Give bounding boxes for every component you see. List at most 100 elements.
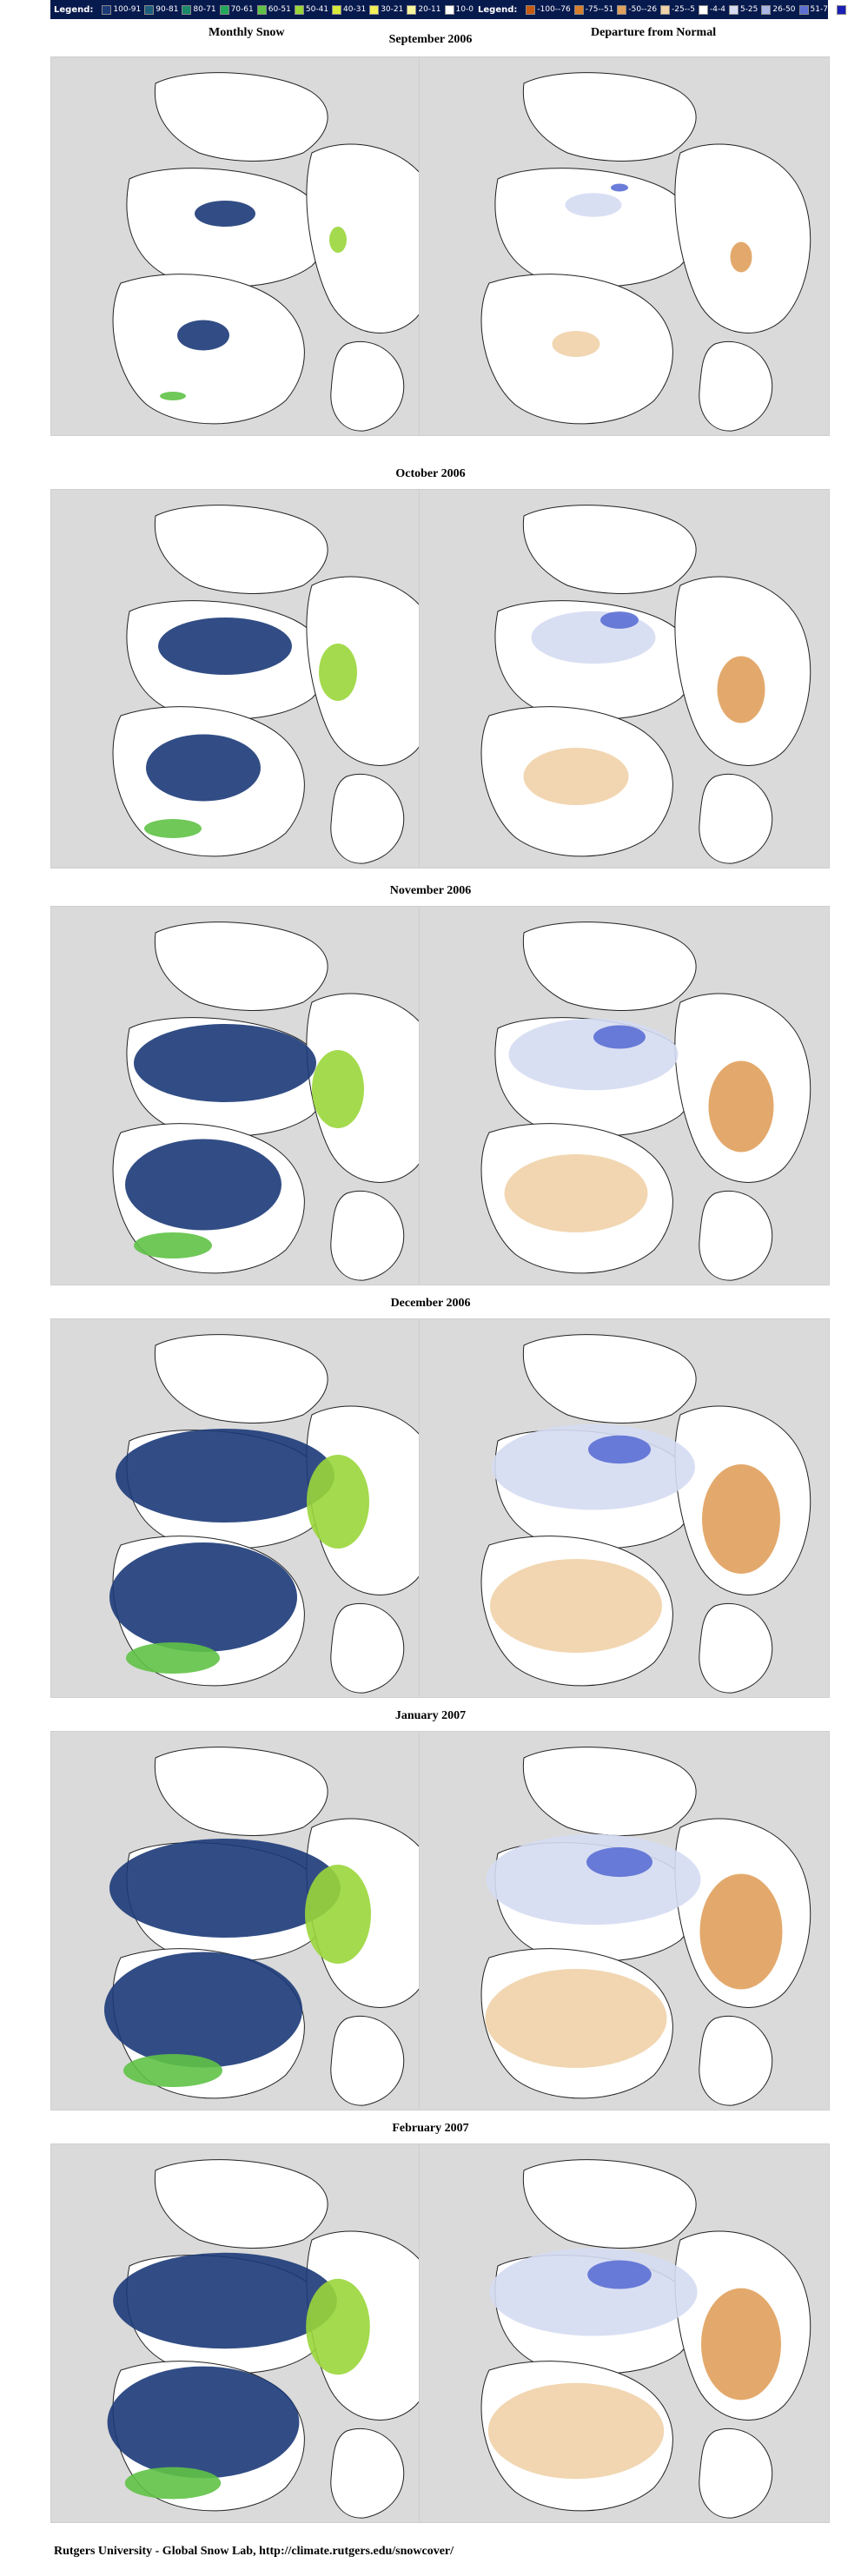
snow-region [134, 1232, 212, 1258]
snow-region [113, 2252, 337, 2349]
snow-map-svg [112, 505, 443, 864]
departure-overlay [487, 2248, 781, 2480]
legend-bar: Legend: 100-91 90-81 80-71 70-61 60-51 50-41 4… [50, 0, 861, 19]
right-legend-swatch [617, 4, 627, 15]
snow-region [717, 656, 765, 723]
snow-map-svg [112, 921, 443, 1281]
month-title: October 2006 [395, 467, 466, 480]
left-legend-swatch [332, 4, 342, 15]
landmass-outline [154, 1334, 328, 1423]
landmass-outline [306, 143, 443, 334]
snow-region [160, 392, 186, 400]
left-legend-swatch [444, 4, 454, 15]
left-legend-item: 70-61 [219, 4, 254, 15]
landmass-outline [154, 1747, 328, 1836]
departure-map-svg [480, 72, 811, 432]
snow-region [306, 2278, 370, 2375]
snow-region [730, 241, 752, 273]
left-legend-item: 100-91 [102, 4, 141, 15]
left-legend-swatch [294, 4, 304, 15]
snow-region [177, 320, 229, 351]
monthly-snow-header: Monthly Snow [209, 26, 285, 39]
landmass-outline [126, 168, 328, 287]
right-legend-swatch [728, 4, 738, 15]
left-legend-label: 70-61 [230, 5, 254, 14]
snow-region [490, 1559, 662, 1653]
right-legend-label: 76-100 [847, 5, 861, 14]
left-legend-swatch [182, 4, 192, 15]
landmass-outline [522, 921, 697, 1011]
landmass-outline [330, 340, 405, 432]
departure-map-svg [480, 2159, 811, 2519]
landmass-outline [330, 1602, 405, 1694]
snow-map-svg [107, 2159, 443, 2519]
snow-region [116, 1429, 334, 1522]
snow-region [144, 819, 202, 838]
landmass-outline [699, 1190, 773, 1281]
left-legend-item: 80-71 [182, 4, 216, 15]
footer-credit: Rutgers University - Global Snow Lab, ht… [54, 2545, 454, 2558]
snow-cover-overlay [160, 201, 347, 400]
left-legend-item: 20-11 [407, 4, 441, 15]
left-legend-label: 90-81 [156, 5, 179, 14]
departure-overlay [490, 1423, 780, 1653]
departure-map-svg [480, 1747, 811, 2106]
left-legend-item: 40-31 [332, 4, 366, 15]
left-legend-label: 80-71 [193, 5, 216, 14]
landmass-outline [330, 2015, 405, 2106]
right-legend-item: -75--51 [573, 4, 614, 15]
month-title: January 2007 [394, 1709, 467, 1722]
snow-region [146, 734, 261, 802]
snow-cover-overlay [107, 2252, 370, 2500]
landmass-outline [699, 1602, 773, 1694]
departure-map-svg [480, 921, 811, 1281]
left-legend-item: 50-41 [294, 4, 329, 15]
departure-map-svg [480, 1334, 811, 1694]
month-title: September 2006 [388, 33, 473, 46]
snow-region [158, 618, 292, 675]
departure-map [419, 1731, 830, 2110]
snow-region [329, 227, 347, 253]
left-legend-item: 60-51 [256, 4, 291, 15]
right-legend-swatch [526, 4, 536, 15]
snow-region [109, 1839, 341, 1938]
landmass-outline [154, 72, 328, 162]
left-legend-item: 90-81 [144, 4, 179, 15]
right-legend-label: -75--51 [585, 5, 614, 14]
left-legend-label: 50-41 [305, 5, 329, 14]
departure-overlay [523, 611, 765, 805]
right-legend-swatch [698, 4, 708, 15]
snow-cover-map [50, 56, 461, 436]
departure-overlay [552, 183, 752, 357]
right-legend-item: 26-50 [761, 4, 796, 15]
left-legend-label: 60-51 [268, 5, 291, 14]
left-legend-item: 10-0 [444, 4, 474, 15]
snow-region [307, 1455, 369, 1549]
month-title: November 2006 [389, 884, 472, 897]
snow-map-svg [109, 1334, 443, 1694]
left-legend-swatch [219, 4, 229, 15]
departure-map-svg [480, 505, 811, 864]
snow-region [109, 1542, 297, 1652]
landmass-outline [154, 505, 328, 594]
departure-overlay [485, 1833, 783, 2068]
snow-cover-map [50, 1318, 461, 1698]
snow-region [312, 1050, 364, 1128]
departure-map [419, 56, 830, 436]
departure-overlay [504, 1018, 774, 1232]
landmass-outline [699, 2015, 773, 2106]
snow-region [708, 1060, 774, 1153]
right-legend-label: -4-4 [709, 5, 725, 14]
right-legend-item: -25--5 [660, 4, 695, 15]
landmass-outline [674, 143, 811, 334]
left-legend-item: 30-21 [369, 4, 403, 15]
right-legend-label: 51-75 [810, 5, 833, 14]
left-legend-swatch [369, 4, 380, 15]
landmass-outline [699, 340, 773, 432]
snow-cover-overlay [109, 1429, 369, 1674]
snow-region [702, 1464, 780, 1574]
snow-region [565, 193, 622, 217]
landmass-outline [306, 576, 443, 766]
snow-cover-map [50, 1731, 461, 2110]
right-legend-label: -25--5 [672, 5, 695, 14]
